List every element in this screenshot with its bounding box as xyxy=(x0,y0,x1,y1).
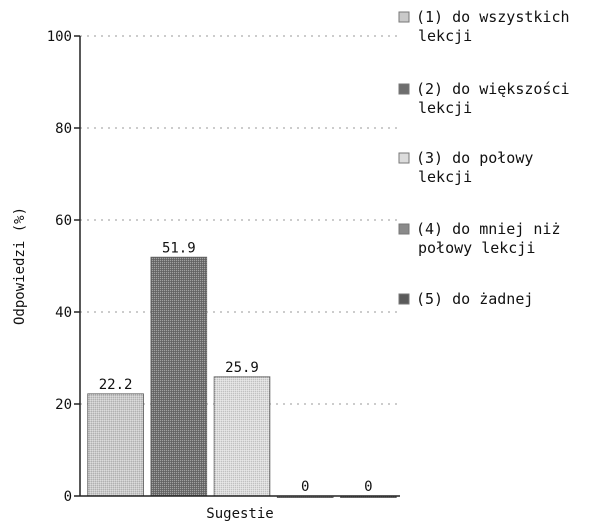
gridlines xyxy=(80,35,400,405)
y-tick-label-80: 80 xyxy=(55,121,72,137)
y-tick-label-0: 0 xyxy=(64,489,72,505)
legend-label-1-line-2: lekcji xyxy=(418,27,472,45)
legend-label-2-line-2: lekcji xyxy=(418,99,472,117)
y-tick-label-40: 40 xyxy=(55,305,72,321)
value-label-3: 25.9 xyxy=(225,360,259,376)
y-tick-label-100: 100 xyxy=(47,29,72,45)
y-tick-label-20: 20 xyxy=(55,397,72,413)
legend-label-4-line-1: (4) do mniej niż xyxy=(416,220,561,238)
legend-label-4-line-2: połowy lekcji xyxy=(418,239,535,257)
y-axis-title: Odpowiedzi (%) xyxy=(12,207,28,325)
bars-group xyxy=(87,256,397,498)
legend-swatch-2 xyxy=(398,83,410,95)
bar-texture-2 xyxy=(150,257,207,496)
value-label-1: 22.2 xyxy=(99,377,133,393)
legend-label-1-line-1: (1) do wszystkich xyxy=(416,8,570,26)
x-axis-title: Sugestie xyxy=(206,506,273,522)
legend-label-5-line-1: (5) do żadnej xyxy=(416,290,533,308)
legend-label-3-line-2: lekcji xyxy=(418,168,472,186)
legend-label-3-line-1: (3) do połowy xyxy=(416,149,533,167)
value-label-2: 51.9 xyxy=(162,240,196,256)
value-labels: 22.2 51.9 25.9 0 0 xyxy=(99,240,373,495)
value-label-5: 0 xyxy=(364,479,372,495)
axes-group xyxy=(79,36,400,497)
value-label-4: 0 xyxy=(301,479,309,495)
legend-swatch-3 xyxy=(398,152,410,164)
legend-swatch-5 xyxy=(398,293,410,305)
bar-texture-3 xyxy=(214,376,270,496)
legend-swatch-1 xyxy=(398,11,410,23)
y-ticks: 0 20 40 60 80 100 xyxy=(47,29,80,505)
bar-texture-1 xyxy=(87,393,144,496)
y-tick-label-60: 60 xyxy=(55,213,72,229)
legend-label-2-line-1: (2) do większości xyxy=(416,80,570,98)
legend-swatch-4 xyxy=(398,223,410,235)
